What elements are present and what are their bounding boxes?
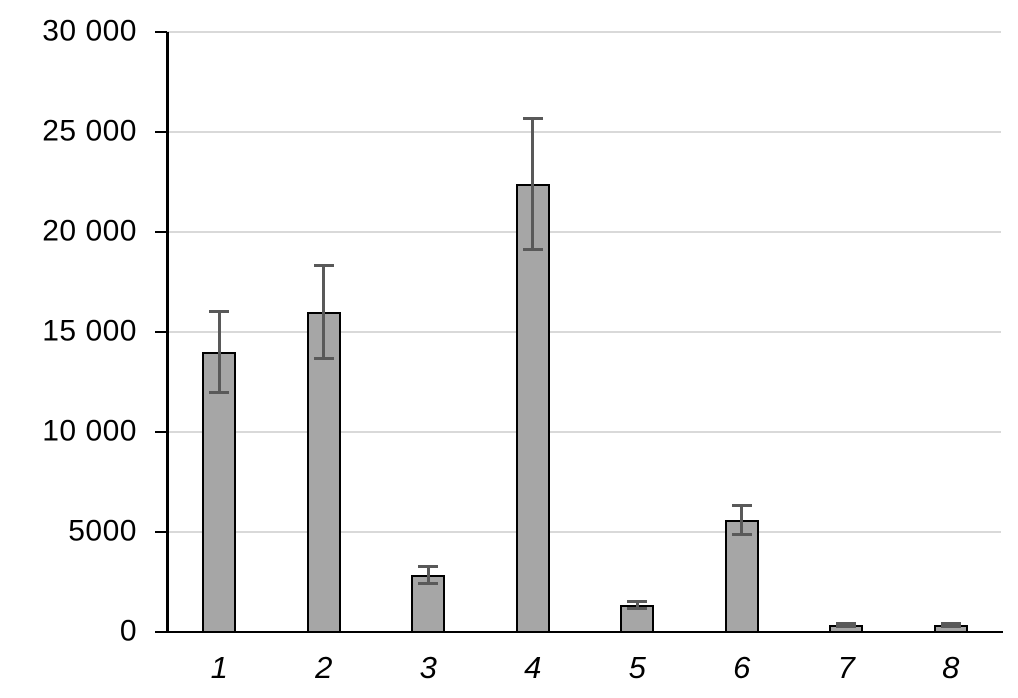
error-bar-line [217,313,221,391]
error-bar [627,599,648,611]
y-tick-label: 30 000 [42,14,137,48]
error-bar-line [740,506,744,534]
y-axis-tick [155,30,167,34]
error-bar-line [426,568,430,582]
error-bar [418,565,439,585]
y-axis-tick [155,130,167,134]
y-tick-label: 5000 [68,514,137,548]
error-bar-line [322,267,326,357]
x-tick-label: 6 [733,650,751,685]
gridline [167,531,1001,533]
error-bar-line [635,602,639,608]
gridline [167,31,1001,33]
y-tick-label: 25 000 [42,114,137,148]
x-tick-label: 8 [942,650,960,685]
x-tick-label: 5 [628,650,646,685]
error-bar [209,310,230,394]
error-bar [940,621,961,629]
x-axis-line [166,630,1003,633]
error-bar [313,264,334,360]
bar [202,352,237,632]
plot-area [155,30,1003,634]
y-axis-tick [155,430,167,434]
y-tick-label: 20 000 [42,214,137,248]
y-tick-label: 15 000 [42,314,137,348]
x-axis-labels: 1 2 3 4 5 6 7 8 [0,650,1018,694]
error-bar [522,117,543,251]
y-axis-labels: 0 5000 10 000 15 000 20 000 25 000 30 000 [0,0,137,698]
error-bar-line [531,120,535,248]
y-tick-label: 10 000 [42,414,137,448]
error-bar [836,621,857,629]
gridline [167,331,1001,333]
bar [724,520,759,632]
bar [306,312,341,632]
x-tick-label: 7 [837,650,855,685]
y-tick-label: 0 [119,614,137,648]
y-axis-tick [155,530,167,534]
gridline [167,131,1001,133]
x-tick-label: 1 [210,650,228,685]
y-axis-tick [155,230,167,234]
y-axis-line [166,32,169,633]
bar [515,184,550,632]
error-bar [731,503,752,537]
y-axis-tick [155,330,167,334]
x-tick-label: 4 [524,650,542,685]
gridline [167,231,1001,233]
gridline [167,431,1001,433]
x-tick-label: 2 [315,650,333,685]
y-axis-tick [155,630,167,634]
x-tick-label: 3 [419,650,437,685]
